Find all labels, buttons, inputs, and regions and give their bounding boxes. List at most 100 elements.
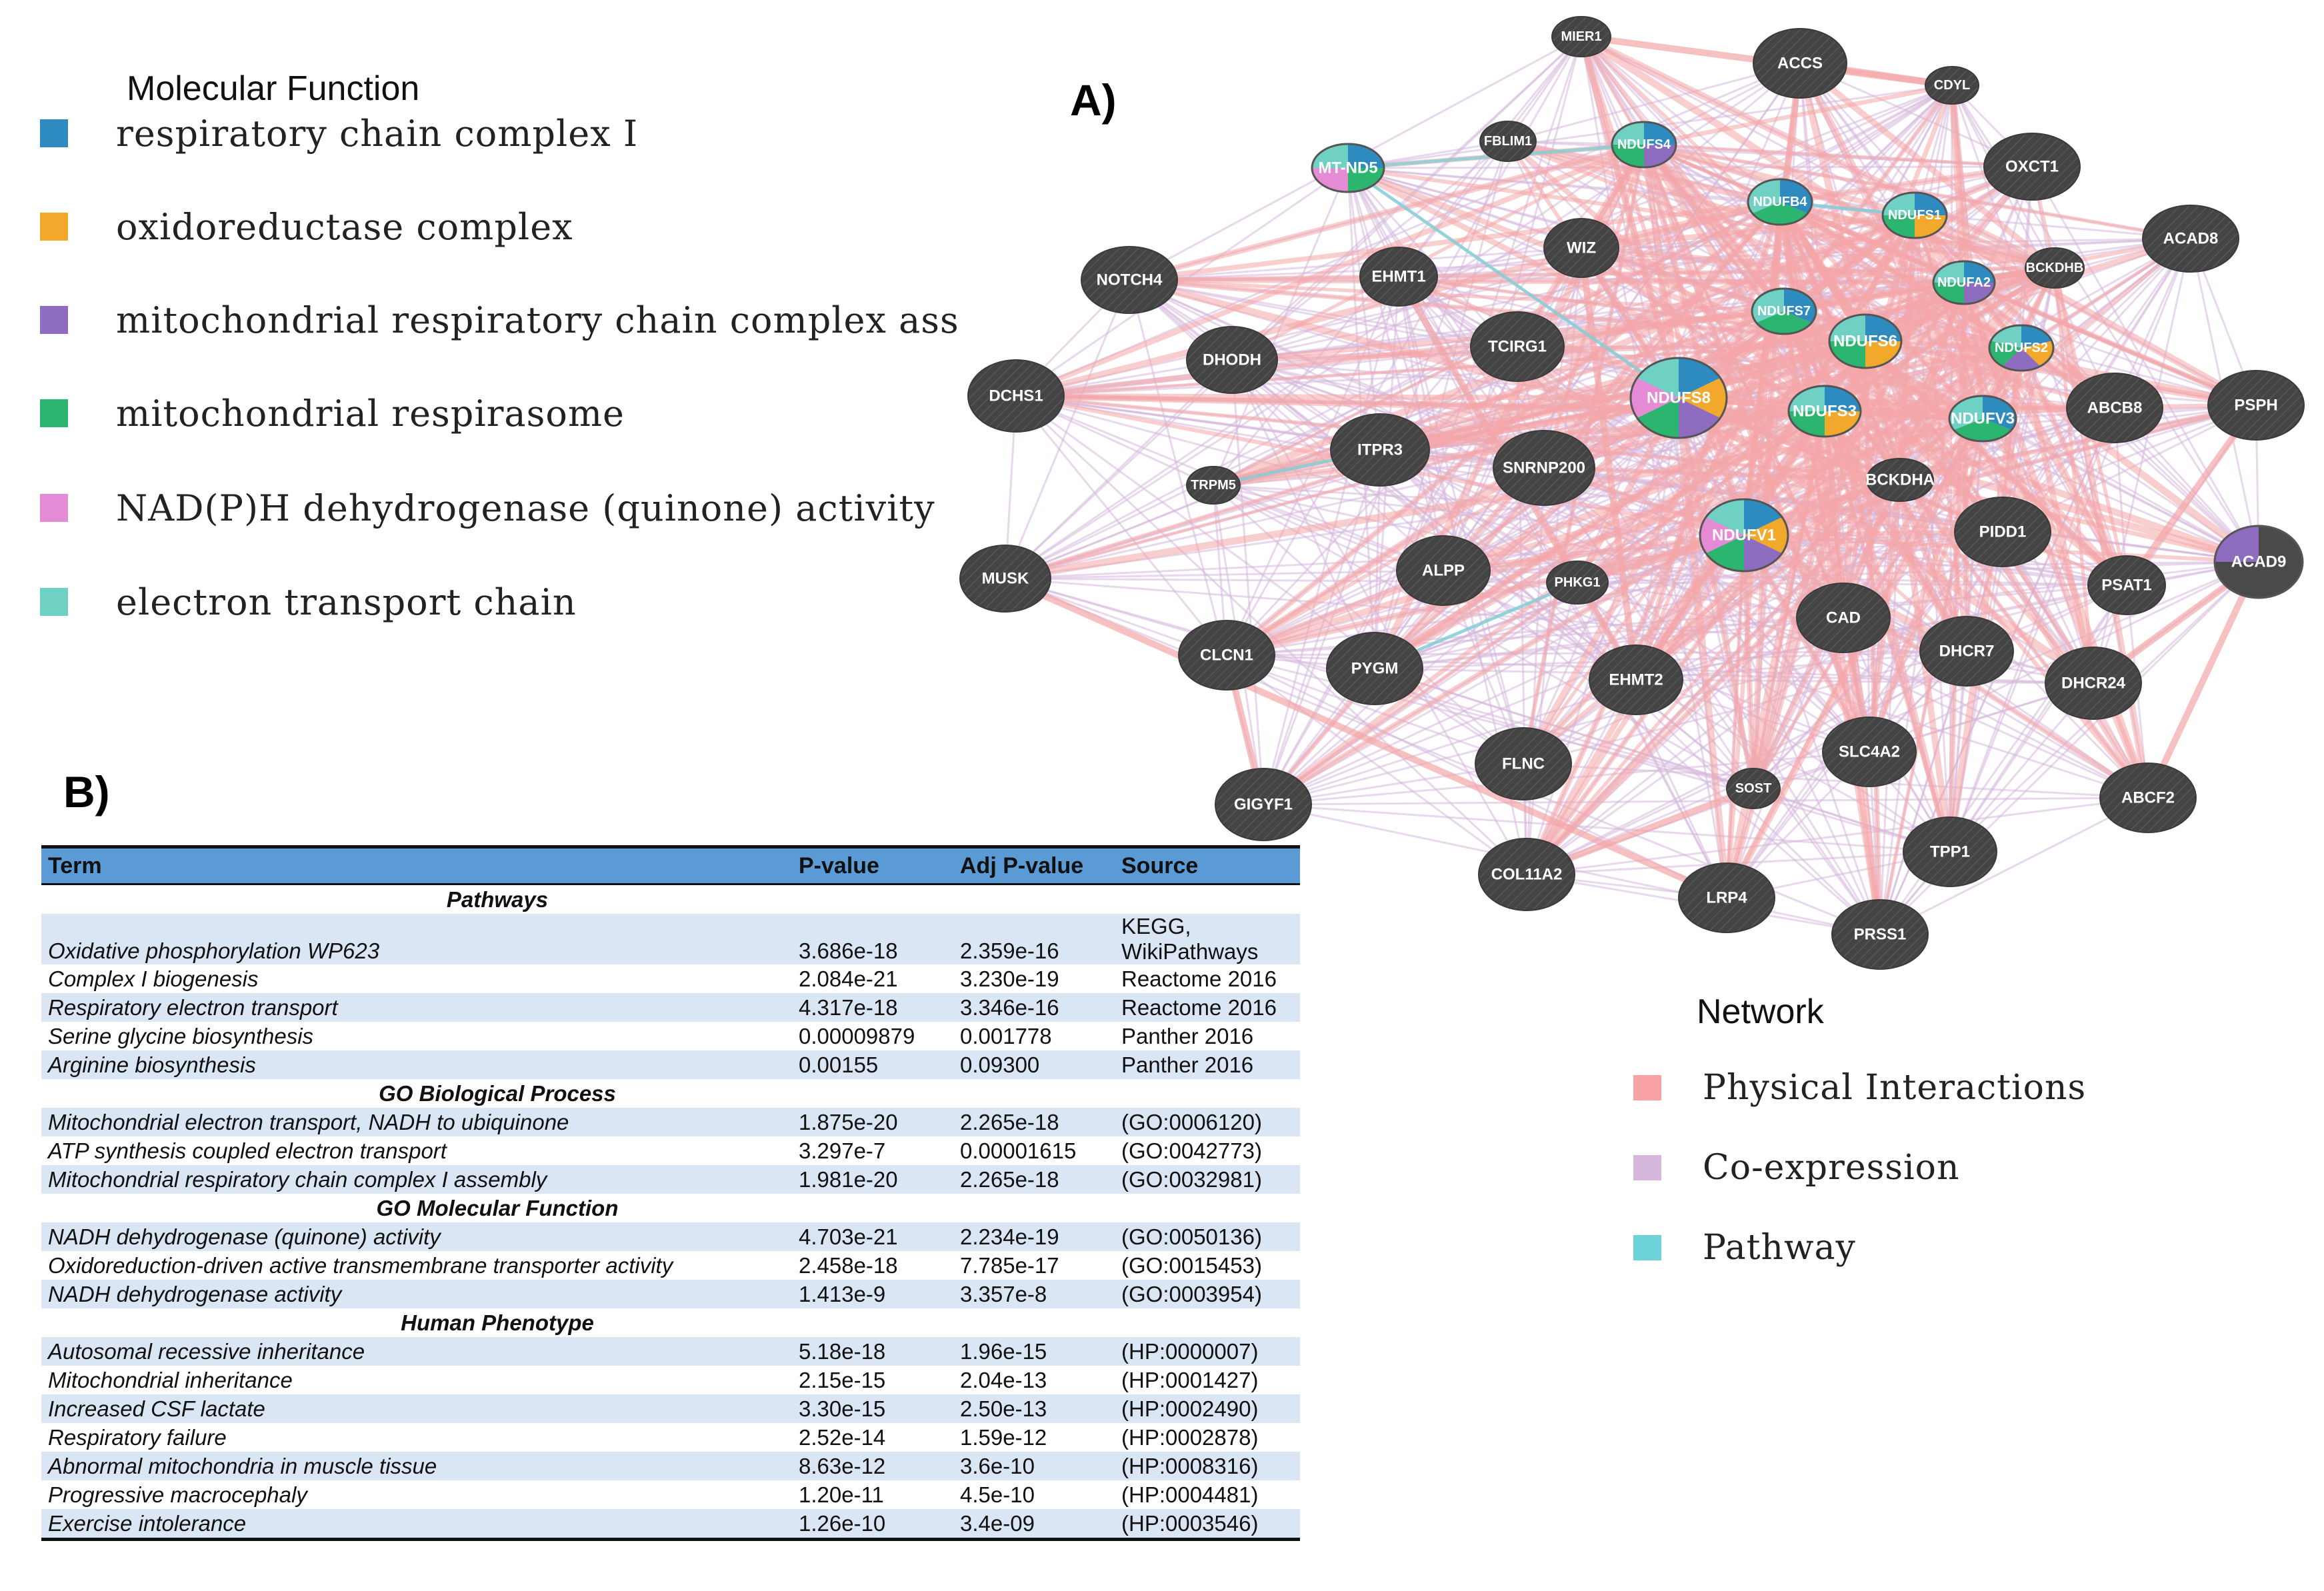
node-outline bbox=[1747, 178, 1813, 226]
node-pie-slice bbox=[1883, 215, 1915, 238]
network-edge bbox=[2031, 166, 2260, 563]
node-circle bbox=[2207, 370, 2305, 441]
network-node: EHMT2 bbox=[1589, 645, 1683, 715]
network-edge bbox=[1798, 61, 2057, 271]
node-pie-slice bbox=[1312, 144, 1348, 168]
network-node: ALPP bbox=[1396, 535, 1491, 606]
table-cell-term: Oxidoreduction-driven active transmembra… bbox=[48, 1252, 673, 1278]
node-pie-slice bbox=[1756, 311, 1812, 335]
molecular-function-title: Molecular Function bbox=[127, 69, 420, 108]
table-cell-p-value: 2.458e-18 bbox=[799, 1252, 898, 1278]
node-circle bbox=[1983, 133, 2081, 201]
node-pie-slice bbox=[2002, 348, 2041, 371]
table-cell-term: ATP synthesis coupled electron transport bbox=[48, 1138, 447, 1163]
network-edge bbox=[1878, 418, 1985, 935]
node-pie-slice bbox=[1752, 202, 1808, 225]
header-term: Term bbox=[41, 845, 792, 885]
molecular-function-label: mitochondrial respiratory chain complex … bbox=[116, 299, 960, 341]
panel-a-label: A) bbox=[1070, 75, 1117, 125]
table-cell-source: KEGG, WikiPathways bbox=[1115, 914, 1300, 964]
table-row: NADH dehydrogenase (quinone) activity 4.7… bbox=[41, 1222, 1300, 1251]
network-edge bbox=[1579, 33, 1966, 286]
node-circle bbox=[1330, 413, 1430, 487]
table-section-row: Pathways bbox=[41, 884, 1300, 914]
table-row: Mitochondrial respiratory chain complex … bbox=[41, 1165, 1300, 1194]
network-node: NDUFS7 bbox=[1751, 287, 1817, 335]
network-edge bbox=[1263, 803, 1951, 853]
network-node-label: EHMT1 bbox=[1371, 268, 1425, 286]
network-edge bbox=[1643, 142, 2056, 271]
molecular-function-item: mitochondrial respiratory chain complex … bbox=[40, 290, 960, 350]
network-node-label: CLCN1 bbox=[1200, 647, 1253, 665]
network-node-label: CDYL bbox=[1934, 78, 1970, 93]
table-cell-adj-p-value: 3.357e-8 bbox=[953, 1280, 1115, 1308]
node-circle bbox=[1396, 535, 1491, 606]
table-cell-adj-p-value: 0.00001615 bbox=[960, 1138, 1077, 1163]
molecular-function-label: oxidoreductase complex bbox=[116, 205, 573, 248]
network-edge bbox=[1579, 33, 2057, 271]
network-legend-title: Network bbox=[1697, 992, 1824, 1031]
table-cell-term: Abnormal mitochondria in muscle tissue bbox=[41, 1452, 792, 1480]
network-edge bbox=[1879, 796, 2149, 936]
legend-color-swatch bbox=[40, 306, 68, 334]
table-cell-p-value: 1.875e-20 bbox=[792, 1108, 953, 1136]
node-pie-slice bbox=[1348, 168, 1384, 192]
network-node-label: GIGYF1 bbox=[1234, 796, 1293, 814]
table-row: ATP synthesis coupled electron transport… bbox=[41, 1136, 1300, 1165]
network-edge bbox=[1004, 279, 1131, 579]
node-circle bbox=[1925, 66, 1979, 105]
network-node: TCIRG1 bbox=[1470, 311, 1565, 382]
table-cell-source: (HP:0002878) bbox=[1121, 1424, 1259, 1450]
node-circle bbox=[2099, 763, 2197, 833]
table-cell-source-line: KEGG, bbox=[1121, 914, 1191, 938]
table-cell-p-value: 2.084e-21 bbox=[799, 966, 898, 991]
network-node-label: ABCB8 bbox=[2087, 399, 2143, 417]
table-cell-p-value: 1.20e-11 bbox=[799, 1482, 884, 1507]
table-row: Abnormal mitochondria in muscle tissue 8.… bbox=[41, 1452, 1300, 1480]
network-edge bbox=[1005, 396, 1679, 581]
node-circle bbox=[1470, 311, 1565, 382]
network-node: EHMT1 bbox=[1359, 247, 1438, 307]
network-node-label: PRSS1 bbox=[1854, 926, 1907, 944]
molecular-function-label: NAD(P)H dehydrogenase (quinone) activity bbox=[116, 487, 935, 529]
table-row: Respiratory electron transport 4.317e-18 3… bbox=[41, 993, 1300, 1022]
network-node: NDUFS4 bbox=[1611, 121, 1677, 169]
network-node: NDUFA2 bbox=[1932, 260, 1996, 305]
network-node: NOTCH4 bbox=[1081, 246, 1178, 314]
table-cell-term: Complex I biogenesis bbox=[48, 966, 259, 991]
node-circle bbox=[2045, 647, 2142, 720]
table-cell-source: (HP:0000007) bbox=[1115, 1337, 1300, 1366]
network-edge bbox=[1778, 199, 2023, 351]
network-node: TRPM5 bbox=[1186, 466, 1241, 505]
network-edge bbox=[1635, 650, 1967, 681]
table-cell-p-value: 3.297e-7 bbox=[799, 1138, 886, 1163]
table-section-title: GO Biological Process bbox=[379, 1080, 616, 1106]
node-pie-slice bbox=[1789, 386, 1825, 411]
network-node-label: NDUFS7 bbox=[1757, 304, 1811, 319]
network-edge bbox=[1263, 796, 2149, 806]
table-cell-p-value: 1.413e-9 bbox=[792, 1280, 953, 1308]
node-circle bbox=[2025, 247, 2085, 289]
node-pie-slice bbox=[1933, 261, 1964, 283]
table-cell-adj-p-value: 2.265e-18 bbox=[953, 1165, 1115, 1194]
node-pie-slice bbox=[1644, 145, 1676, 167]
node-circle bbox=[1359, 247, 1438, 307]
node-circle bbox=[1186, 466, 1241, 505]
node-pie-slice bbox=[1825, 386, 1861, 411]
network-edge bbox=[1643, 83, 1953, 147]
network-node: TPP1 bbox=[1903, 816, 1997, 887]
header-p-value: P-value bbox=[792, 845, 953, 885]
legend-color-swatch bbox=[40, 213, 68, 241]
node-pie-slice bbox=[1644, 122, 1676, 145]
node-circle bbox=[1326, 632, 1423, 705]
table-cell-p-value: 0.00009879 bbox=[799, 1023, 915, 1048]
network-node-label: WIZ bbox=[1567, 239, 1596, 257]
table-cell-adj-p-value: 4.5e-10 bbox=[960, 1482, 1035, 1507]
table-cell-adj-p-value: 3.346e-16 bbox=[953, 993, 1115, 1022]
network-node-label: NDUFS3 bbox=[1793, 403, 1857, 421]
node-circle bbox=[1919, 616, 2014, 687]
node-pie-slice bbox=[1933, 283, 1964, 304]
network-edge bbox=[1634, 477, 1902, 683]
table-cell-adj-p-value: 2.265e-18 bbox=[953, 1108, 1115, 1136]
table-cell-source: (HP:0004481) bbox=[1121, 1482, 1259, 1507]
